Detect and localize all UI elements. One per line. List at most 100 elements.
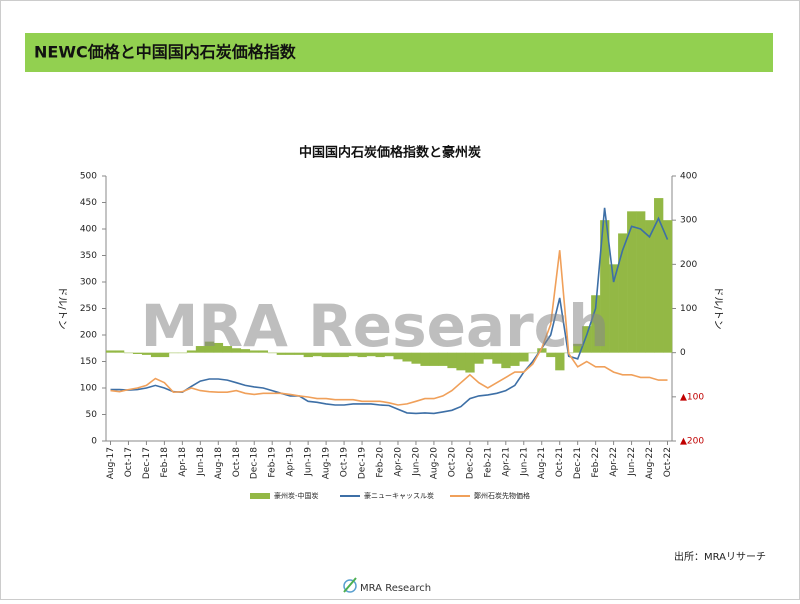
x-tick-label: Oct-17 <box>124 447 134 477</box>
y-tick-label: 500 <box>80 172 97 182</box>
x-tick-label: Feb-18 <box>160 447 170 478</box>
y2-tick-label: 100 <box>680 304 697 314</box>
bar <box>474 352 484 364</box>
y2-tick-label: 200 <box>680 260 697 270</box>
bar <box>519 352 529 362</box>
bar <box>357 352 367 358</box>
bar <box>186 350 197 353</box>
y2-tick-label: 0 <box>680 348 686 358</box>
y-tick-label: 0 <box>91 437 97 447</box>
x-tick-label: Jun-19 <box>304 447 314 477</box>
bar <box>537 348 547 353</box>
x-tick-label: Aug-19 <box>322 447 332 480</box>
line-series <box>110 250 668 406</box>
x-tick-label: Jun-21 <box>519 447 529 477</box>
bar <box>114 350 125 353</box>
y2-tick-label: ▲200 <box>680 437 704 447</box>
x-tick-label: Aug-20 <box>429 447 439 480</box>
x-tick-label: Dec-21 <box>573 447 583 479</box>
bar <box>366 352 376 357</box>
x-tick-label: Aug-21 <box>537 447 547 479</box>
bar <box>438 352 448 366</box>
x-tick-label: Feb-19 <box>268 447 278 478</box>
bar <box>276 352 286 355</box>
x-tick-label: Oct-20 <box>447 447 457 478</box>
x-tick-label: Dec-17 <box>142 447 152 479</box>
x-tick-label: Apr-22 <box>609 447 619 477</box>
bar <box>510 352 520 366</box>
bar <box>258 350 269 353</box>
line-series <box>110 207 669 415</box>
bar <box>348 352 358 357</box>
bar <box>213 342 224 353</box>
y2-axis-label: ドル/トン <box>712 286 723 329</box>
watermark: MRA Research <box>141 292 610 360</box>
y-tick-label: 200 <box>80 331 97 341</box>
bar <box>528 352 538 354</box>
x-tick-label: Feb-21 <box>483 447 493 478</box>
x-tick-label: Oct-21 <box>555 447 565 477</box>
logo-mark <box>343 579 357 593</box>
x-tick-label: Apr-19 <box>286 447 296 477</box>
source-note: 出所：MRAリサーチ <box>674 550 766 563</box>
bar <box>645 220 655 353</box>
bar <box>618 233 628 353</box>
y-tick-label: 300 <box>80 278 97 288</box>
bar <box>267 352 277 354</box>
bar <box>303 352 313 358</box>
bar <box>663 220 673 353</box>
x-tick-label: Oct-19 <box>340 447 350 478</box>
bar <box>321 352 331 358</box>
bar <box>204 341 215 353</box>
y-tick-label: 100 <box>80 384 97 394</box>
x-tick-label: Dec-18 <box>250 447 260 479</box>
x-tick-label: Dec-19 <box>358 447 368 479</box>
bar <box>132 352 143 354</box>
x-tick-label: Jun-18 <box>196 447 206 477</box>
x-tick-label: Apr-18 <box>178 447 188 477</box>
legend-label: 豪ニューキャッスル炭 <box>364 491 434 500</box>
legend-swatch <box>250 493 270 499</box>
bar <box>573 343 583 353</box>
legend-label: 鄭州石炭先物価格 <box>474 491 530 500</box>
slide-title: NEWC価格と中国国内石炭価格指数 <box>34 43 297 62</box>
bar <box>546 352 556 358</box>
bar <box>609 264 619 353</box>
bar <box>591 295 601 353</box>
bar <box>330 352 340 358</box>
y-tick-label: 450 <box>80 198 97 208</box>
legend-label: 豪州炭-中国炭 <box>274 491 319 500</box>
y2-tick-label: 300 <box>680 216 697 226</box>
y-tick-label: 150 <box>80 357 97 367</box>
bar <box>501 352 511 369</box>
bar <box>339 352 349 358</box>
y-axis-label: ドル/トン <box>56 286 67 329</box>
x-tick-label: Feb-20 <box>376 447 386 478</box>
bar <box>159 352 170 358</box>
x-tick-label: Jun-22 <box>627 447 637 477</box>
bar <box>447 352 457 369</box>
bar <box>231 348 242 353</box>
logo: MRA Research <box>343 577 431 594</box>
bar <box>654 198 664 353</box>
title-bar <box>25 33 773 72</box>
bar <box>123 352 134 354</box>
bar <box>627 211 637 353</box>
bar <box>600 220 610 353</box>
bar <box>312 352 322 357</box>
bar <box>636 211 646 353</box>
y2-tick-label: ▲100 <box>680 392 704 402</box>
y-tick-label: 350 <box>80 251 97 261</box>
x-tick-label: Feb-22 <box>591 447 601 478</box>
bar <box>483 352 493 360</box>
y2-tick-label: 400 <box>680 172 697 182</box>
bar <box>402 352 412 362</box>
x-tick-label: Aug-22 <box>645 447 655 479</box>
bar <box>285 352 295 355</box>
bar <box>393 352 403 360</box>
bar <box>555 352 565 371</box>
y-tick-label: 250 <box>80 304 97 314</box>
bar <box>429 352 439 366</box>
bar <box>168 352 179 354</box>
